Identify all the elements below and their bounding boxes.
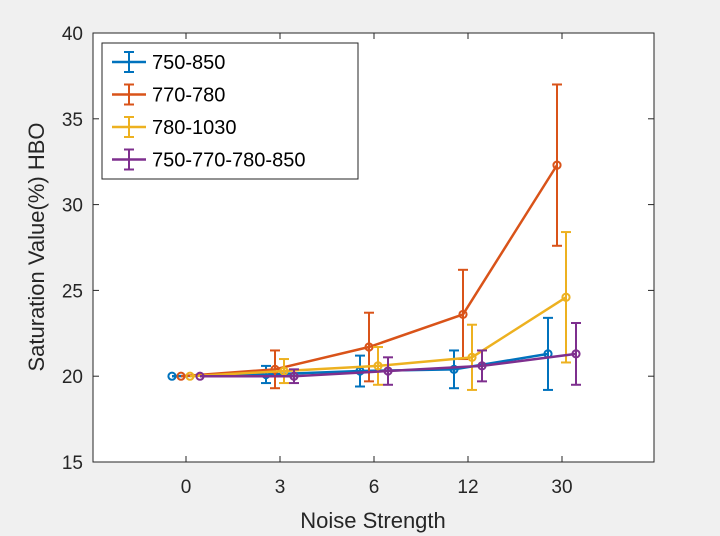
y-tick-label: 20 — [62, 367, 83, 388]
y-tick-label: 25 — [62, 281, 83, 302]
legend-label: 750-850 — [152, 52, 225, 74]
y-tick-label: 30 — [62, 196, 83, 217]
data-point — [477, 361, 487, 371]
legend-label: 770-780 — [152, 85, 225, 107]
legend-label: 780-1030 — [152, 117, 237, 139]
data-point — [458, 309, 468, 320]
data-point — [467, 352, 477, 362]
data-point — [176, 371, 186, 381]
data-point — [449, 364, 459, 374]
data-point — [279, 366, 289, 376]
y-tick-label: 15 — [62, 453, 83, 474]
data-point — [383, 366, 393, 376]
data-point — [167, 371, 177, 381]
x-axis-label: Noise Strength — [300, 508, 446, 533]
legend: 750-850 770-780 780-1030 750-770-780-850 — [101, 42, 359, 180]
y-tick-label: 35 — [62, 110, 83, 131]
x-tick-label: 12 — [457, 477, 478, 498]
data-point — [552, 160, 562, 170]
x-tick-label: 6 — [369, 477, 380, 498]
legend-item: 770-780 — [112, 83, 225, 107]
data-point — [195, 371, 205, 381]
legend-item: 780-1030 — [112, 116, 237, 139]
legend-label: 750-770-780-850 — [152, 150, 305, 172]
data-point — [270, 364, 280, 374]
legend-box — [101, 42, 359, 180]
legend-item: 750-850 — [112, 51, 225, 74]
data-point — [289, 371, 299, 381]
data-point — [561, 292, 571, 302]
x-tick-label: 0 — [181, 477, 192, 498]
axes-layer: 15 20 25 30 35 40 0 3 6 12 30 — [62, 24, 655, 498]
series-layer — [167, 83, 581, 391]
series-750-770-780-850 — [195, 322, 581, 386]
series-780-1030 — [185, 231, 571, 391]
data-point — [185, 371, 195, 381]
legend-item: 750-770-780-850 — [112, 148, 305, 172]
data-point — [364, 342, 374, 352]
x-tick-label: 30 — [551, 477, 572, 498]
data-point — [571, 349, 581, 359]
y-tick-label: 40 — [62, 24, 83, 45]
y-axis-label: Saturation Value(%) HBO — [24, 122, 49, 371]
x-tick-label: 3 — [275, 477, 286, 498]
data-point — [373, 361, 383, 371]
